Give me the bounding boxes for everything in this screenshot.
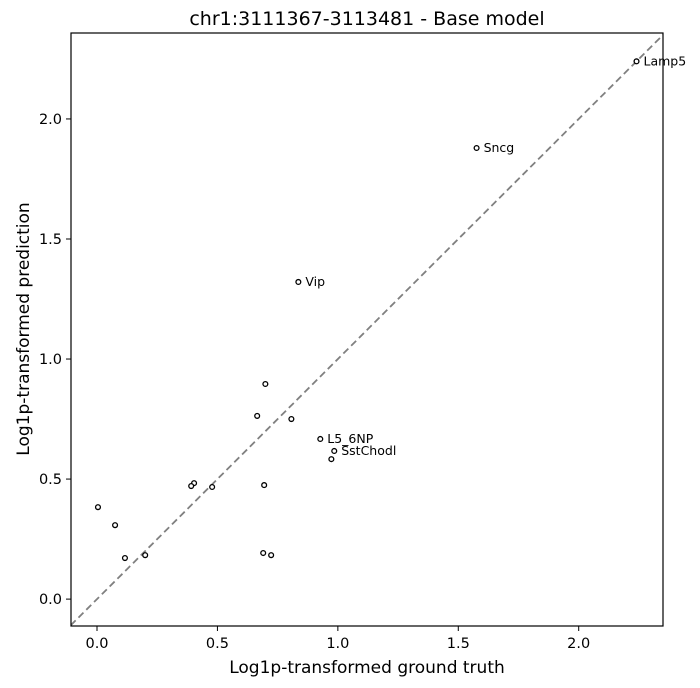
data-point — [262, 380, 269, 388]
data-point — [328, 456, 335, 463]
x-tick-label: 0.0 — [85, 636, 108, 652]
y-tick-label: 1.5 — [39, 232, 62, 248]
data-point — [260, 549, 267, 557]
y-tick-label: 0.5 — [39, 472, 62, 488]
point-label: Sncg — [484, 140, 515, 155]
data-point — [112, 522, 119, 529]
y-axis: 0.0 0.5 1.0 1.5 2.0 — [39, 112, 71, 608]
point-label: Lamp5 — [644, 53, 687, 68]
data-point — [295, 278, 302, 286]
point-label: Vip — [305, 274, 325, 289]
point-label: L5_6NP — [327, 431, 373, 446]
chart-title: chr1:3111367-3113481 - Base model — [189, 8, 544, 30]
x-tick-label: 1.5 — [447, 636, 470, 652]
data-point — [317, 435, 324, 443]
y-tick-label: 2.0 — [39, 112, 62, 128]
data-point — [209, 483, 216, 491]
data-point — [142, 552, 149, 559]
x-tick-label: 1.0 — [326, 636, 349, 652]
data-point — [188, 482, 195, 490]
y-tick-label: 1.0 — [39, 352, 62, 368]
data-point — [268, 552, 275, 559]
x-axis-label: Log1p-transformed ground truth — [229, 658, 505, 678]
data-point — [473, 144, 480, 152]
point-label: SstChodl — [341, 443, 396, 458]
data-point — [254, 412, 261, 419]
data-point — [261, 482, 268, 489]
x-tick-label: 0.5 — [206, 636, 229, 652]
x-axis: 0.0 0.5 1.0 1.5 2.0 — [85, 626, 590, 652]
x-tick-label: 2.0 — [567, 636, 590, 652]
y-tick-label: 0.0 — [39, 592, 62, 608]
data-points — [94, 58, 640, 562]
data-point — [94, 504, 102, 511]
data-point — [121, 555, 128, 562]
data-point — [288, 416, 295, 423]
y-axis-label: Log1p-transformed prediction — [14, 202, 34, 455]
data-point — [331, 447, 338, 455]
data-point — [633, 58, 640, 65]
plot-frame — [70, 32, 664, 627]
